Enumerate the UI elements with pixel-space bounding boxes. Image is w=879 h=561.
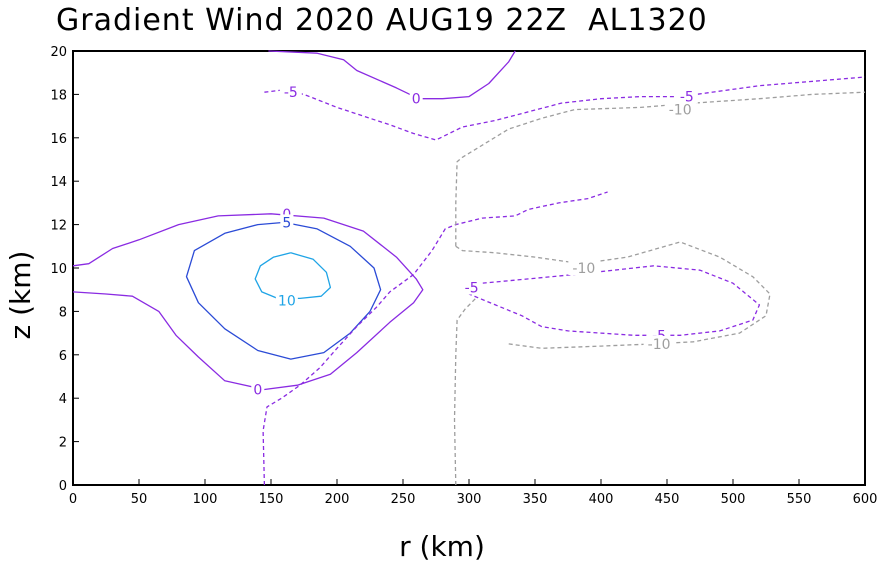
contour-label-bg bbox=[275, 292, 298, 308]
contour-line bbox=[455, 241, 771, 349]
contour-label: -5 bbox=[284, 85, 298, 101]
y-tick-label: 0 bbox=[59, 479, 67, 494]
contour-label-bg bbox=[460, 279, 483, 295]
y-tick-label: 10 bbox=[50, 262, 67, 277]
chart-title: Gradient Wind 2020 AUG19 22Z AL1320 bbox=[56, 3, 708, 38]
y-axis: 0 2 4 6 8 10 12 14 16 18 20 bbox=[50, 45, 79, 494]
contour-line bbox=[254, 252, 332, 300]
contour-label: -10 bbox=[572, 261, 595, 277]
contour-line bbox=[264, 76, 866, 141]
contour-line bbox=[268, 50, 516, 100]
x-tick-label: 200 bbox=[325, 492, 350, 507]
x-tick-label: 50 bbox=[131, 492, 148, 507]
y-tick-label: 12 bbox=[50, 219, 67, 234]
plot-frame bbox=[72, 50, 866, 486]
x-tick-label: 450 bbox=[655, 492, 680, 507]
contour-layer bbox=[72, 50, 866, 486]
contour-line bbox=[453, 297, 477, 486]
x-tick-label: 300 bbox=[457, 492, 482, 507]
contour-label-bg bbox=[409, 90, 423, 106]
x-axis: 0 50 100 150 200 250 300 350 400 450 500 550 600 bbox=[69, 479, 878, 507]
contour-label: 0 bbox=[412, 92, 421, 108]
contour-label: 0 bbox=[253, 383, 262, 399]
contour-label-bg bbox=[664, 101, 696, 117]
x-tick-label: 100 bbox=[193, 492, 218, 507]
y-tick-label: 20 bbox=[50, 45, 67, 60]
contour-label: 10 bbox=[278, 294, 296, 310]
x-tick-label: 600 bbox=[853, 492, 878, 507]
contour-label-bg bbox=[568, 260, 600, 275]
contour-label: -10 bbox=[648, 337, 671, 353]
contour-label-bg bbox=[643, 335, 675, 351]
x-tick-label: 150 bbox=[259, 492, 284, 507]
contour-label: -5 bbox=[680, 90, 694, 106]
contour-line bbox=[262, 191, 608, 486]
x-axis-label: r (km) bbox=[399, 530, 485, 561]
y-axis-label: z (km) bbox=[4, 251, 37, 340]
y-tick-label: 6 bbox=[59, 349, 67, 364]
x-tick-label: 550 bbox=[787, 492, 812, 507]
y-tick-label: 18 bbox=[50, 88, 67, 103]
contour-label-bg bbox=[280, 214, 294, 230]
contour-label: -10 bbox=[669, 103, 692, 119]
contour-line bbox=[185, 221, 382, 360]
x-tick-label: 0 bbox=[69, 492, 77, 507]
contour-line bbox=[455, 91, 866, 247]
y-tick-label: 16 bbox=[50, 132, 67, 147]
x-tick-label: 500 bbox=[721, 492, 746, 507]
x-tick-label: 250 bbox=[391, 492, 416, 507]
x-tick-label: 350 bbox=[523, 492, 548, 507]
contour-label-bg bbox=[675, 88, 698, 104]
y-tick-label: 2 bbox=[59, 436, 67, 451]
contour-label-bg bbox=[251, 381, 265, 397]
contour-line bbox=[72, 213, 424, 391]
y-tick-label: 14 bbox=[50, 175, 67, 190]
contour-label: 5 bbox=[282, 215, 291, 231]
x-tick-label: 400 bbox=[589, 492, 614, 507]
contour-line bbox=[463, 265, 761, 336]
contour-label: -5 bbox=[465, 281, 479, 297]
contour-label-bg bbox=[279, 84, 302, 100]
y-tick-label: 8 bbox=[59, 305, 67, 320]
y-tick-label: 4 bbox=[59, 392, 67, 407]
